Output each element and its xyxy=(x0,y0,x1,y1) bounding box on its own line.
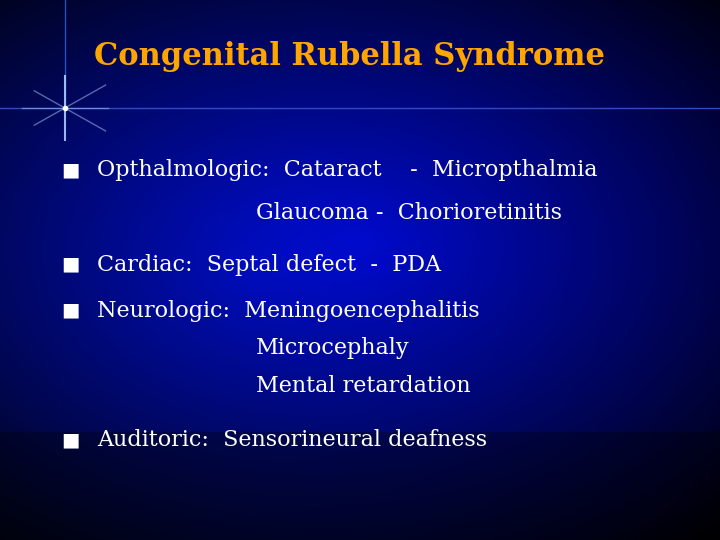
Text: ■: ■ xyxy=(61,161,80,179)
Text: Neurologic:  Meningoencephalitis: Neurologic: Meningoencephalitis xyxy=(97,300,480,321)
Text: Opthalmologic:  Cataract    -  Micropthalmia: Opthalmologic: Cataract - Micropthalmia xyxy=(97,159,598,181)
Text: Glaucoma -  Chorioretinitis: Glaucoma - Chorioretinitis xyxy=(256,202,562,224)
Text: Microcephaly: Microcephaly xyxy=(256,338,409,359)
Text: Cardiac:  Septal defect  -  PDA: Cardiac: Septal defect - PDA xyxy=(97,254,441,275)
Text: Mental retardation: Mental retardation xyxy=(256,375,470,397)
Text: Congenital Rubella Syndrome: Congenital Rubella Syndrome xyxy=(94,41,605,72)
Text: ■: ■ xyxy=(61,431,80,449)
Text: ■: ■ xyxy=(61,255,80,274)
Text: ■: ■ xyxy=(61,301,80,320)
Text: Auditoric:  Sensorineural deafness: Auditoric: Sensorineural deafness xyxy=(97,429,487,451)
